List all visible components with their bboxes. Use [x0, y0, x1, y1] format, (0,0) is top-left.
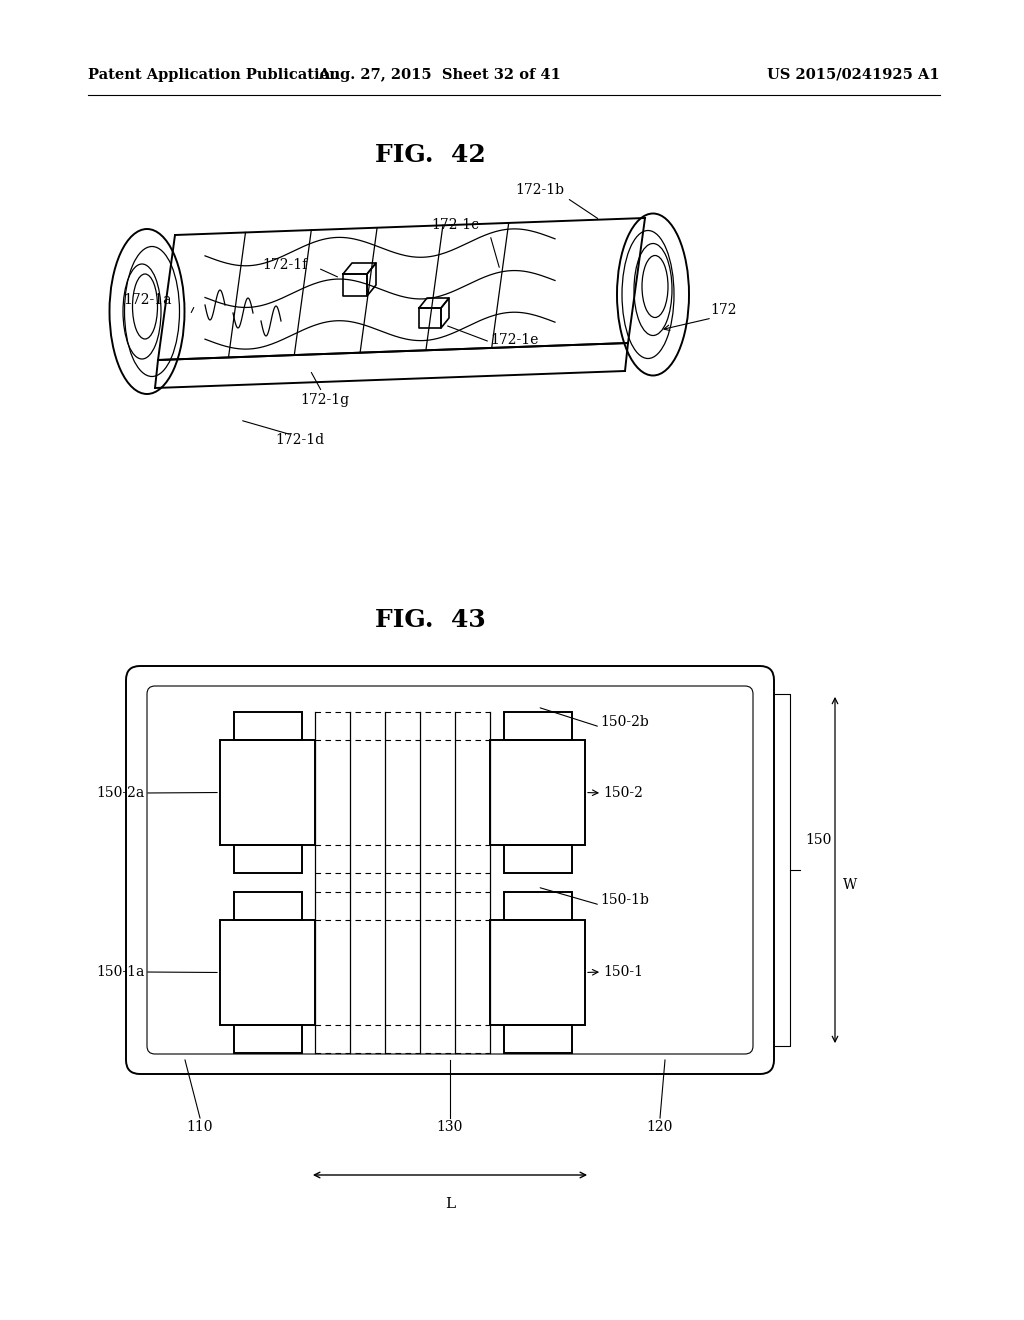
Bar: [220, 741, 315, 845]
Bar: [490, 741, 585, 845]
Text: 172-1b: 172-1b: [515, 183, 564, 197]
Text: W: W: [843, 878, 857, 892]
Text: 172-1a: 172-1a: [124, 293, 172, 308]
Text: 150-2b: 150-2b: [600, 715, 649, 729]
Bar: [233, 845, 301, 873]
Text: 120: 120: [647, 1119, 673, 1134]
Bar: [504, 892, 571, 920]
Bar: [504, 1026, 571, 1053]
Text: FIG.  43: FIG. 43: [375, 609, 485, 632]
Text: 130: 130: [437, 1119, 463, 1134]
Text: 172-1e: 172-1e: [490, 333, 539, 347]
Text: 172-1f: 172-1f: [262, 257, 307, 272]
Bar: [233, 892, 301, 920]
Text: 172-1d: 172-1d: [275, 433, 325, 447]
Bar: [504, 845, 571, 873]
Text: US 2015/0241925 A1: US 2015/0241925 A1: [767, 69, 940, 82]
Text: 172-1g: 172-1g: [300, 393, 349, 407]
Bar: [220, 920, 315, 1026]
Text: 150-1a: 150-1a: [96, 965, 145, 979]
Bar: [490, 920, 585, 1026]
Text: 150-2a: 150-2a: [96, 785, 145, 800]
Text: 172-1c: 172-1c: [431, 218, 479, 232]
Text: Patent Application Publication: Patent Application Publication: [88, 69, 340, 82]
Text: 150-1b: 150-1b: [600, 894, 649, 907]
Bar: [233, 1026, 301, 1053]
Text: 172: 172: [710, 304, 736, 317]
Bar: [233, 711, 301, 741]
Text: L: L: [445, 1197, 455, 1210]
Text: 150-1: 150-1: [603, 965, 643, 979]
Text: 110: 110: [186, 1119, 213, 1134]
Text: 150: 150: [805, 833, 831, 847]
Text: FIG.  42: FIG. 42: [375, 143, 485, 168]
Text: 150-2: 150-2: [603, 785, 643, 800]
Bar: [504, 711, 571, 741]
Text: Aug. 27, 2015  Sheet 32 of 41: Aug. 27, 2015 Sheet 32 of 41: [318, 69, 561, 82]
